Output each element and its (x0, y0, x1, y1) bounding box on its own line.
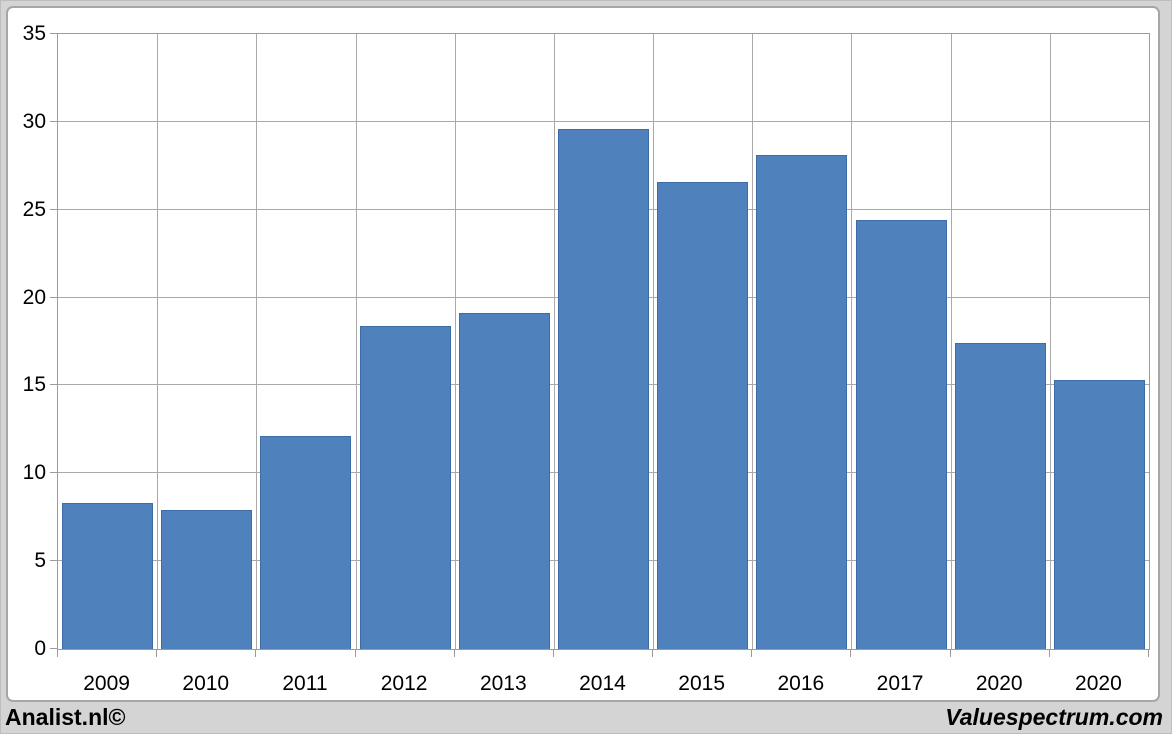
y-tick-mark (50, 208, 57, 210)
y-axis-label-30: 30 (22, 109, 46, 133)
x-axis-label-2009: 2009 (83, 672, 130, 695)
bar-2015 (657, 182, 749, 649)
x-tick-mark (453, 650, 455, 657)
bar-2009 (62, 503, 154, 649)
bar-2013 (458, 313, 550, 649)
gridline-x-4 (454, 34, 456, 649)
x-tick-mark (751, 650, 753, 657)
y-tick-mark (50, 296, 57, 298)
x-axis-label-2012: 2012 (380, 672, 428, 695)
x-axis-label-2013: 2013 (479, 672, 527, 695)
y-axis-label-15: 15 (22, 373, 46, 397)
y-axis-label-5: 5 (34, 549, 46, 573)
bar-2016 (756, 155, 848, 649)
gridline-y-30 (58, 120, 1149, 122)
x-tick-mark (1048, 650, 1050, 657)
x-axis-label-2014: 2014 (579, 672, 626, 695)
x-tick-mark (255, 650, 257, 657)
y-axis-label-20: 20 (22, 285, 46, 309)
x-tick-mark (1148, 650, 1149, 657)
gridline-x-10 (1049, 34, 1051, 649)
bar-2017 (855, 220, 947, 649)
bar-2011 (260, 436, 352, 649)
x-tick-mark (850, 650, 852, 657)
y-tick-mark (50, 384, 57, 386)
x-axis-label-2017: 2017 (876, 672, 924, 695)
x-axis-label-2015: 2015 (678, 672, 726, 695)
chart-panel: 0 5 10 15 20 25 30 35 2009 2010 2011 2012 2013 2014 20… (6, 6, 1160, 702)
plot-area (57, 33, 1150, 650)
gridline-x-9 (950, 34, 952, 649)
y-tick-mark (50, 648, 57, 649)
bar-2010 (161, 510, 253, 649)
x-axis-label-2020: 2020 (1075, 672, 1122, 695)
brand-valuespectrum: Valuespectrum.com (945, 704, 1163, 730)
brand-analist: Analist.nl© (5, 704, 126, 730)
x-axis-label-2011: 2011 (282, 672, 328, 695)
gridline-x-1 (157, 34, 159, 649)
gridline-x-2 (256, 34, 258, 649)
bar-2020 (954, 343, 1046, 649)
gridline-x-6 (653, 34, 655, 649)
y-axis-label-0: 0 (34, 637, 46, 660)
y-axis-label-25: 25 (22, 197, 46, 221)
y-axis-label-10: 10 (22, 461, 46, 485)
x-tick-mark (156, 650, 158, 657)
x-tick-mark (57, 650, 58, 657)
x-tick-mark (354, 650, 356, 657)
bar-2014 (558, 129, 649, 649)
x-tick-mark (949, 650, 951, 657)
y-tick-mark (50, 33, 57, 34)
y-tick-mark (50, 560, 57, 562)
gridline-x-3 (355, 34, 357, 649)
gridline-x-5 (553, 34, 555, 649)
x-tick-mark (552, 650, 554, 657)
y-tick-mark (50, 472, 57, 474)
x-axis-label-2020: 2020 (975, 672, 1023, 695)
x-axis-label-2010: 2010 (182, 672, 230, 695)
y-axis-label-35: 35 (22, 22, 46, 45)
x-tick-mark (652, 650, 654, 657)
gridline-x-7 (752, 34, 754, 649)
x-axis-label-2016: 2016 (777, 672, 825, 695)
y-tick-mark (50, 120, 57, 122)
bar-2020 (1053, 380, 1145, 649)
bar-2012 (359, 326, 451, 649)
gridline-x-8 (851, 34, 853, 649)
